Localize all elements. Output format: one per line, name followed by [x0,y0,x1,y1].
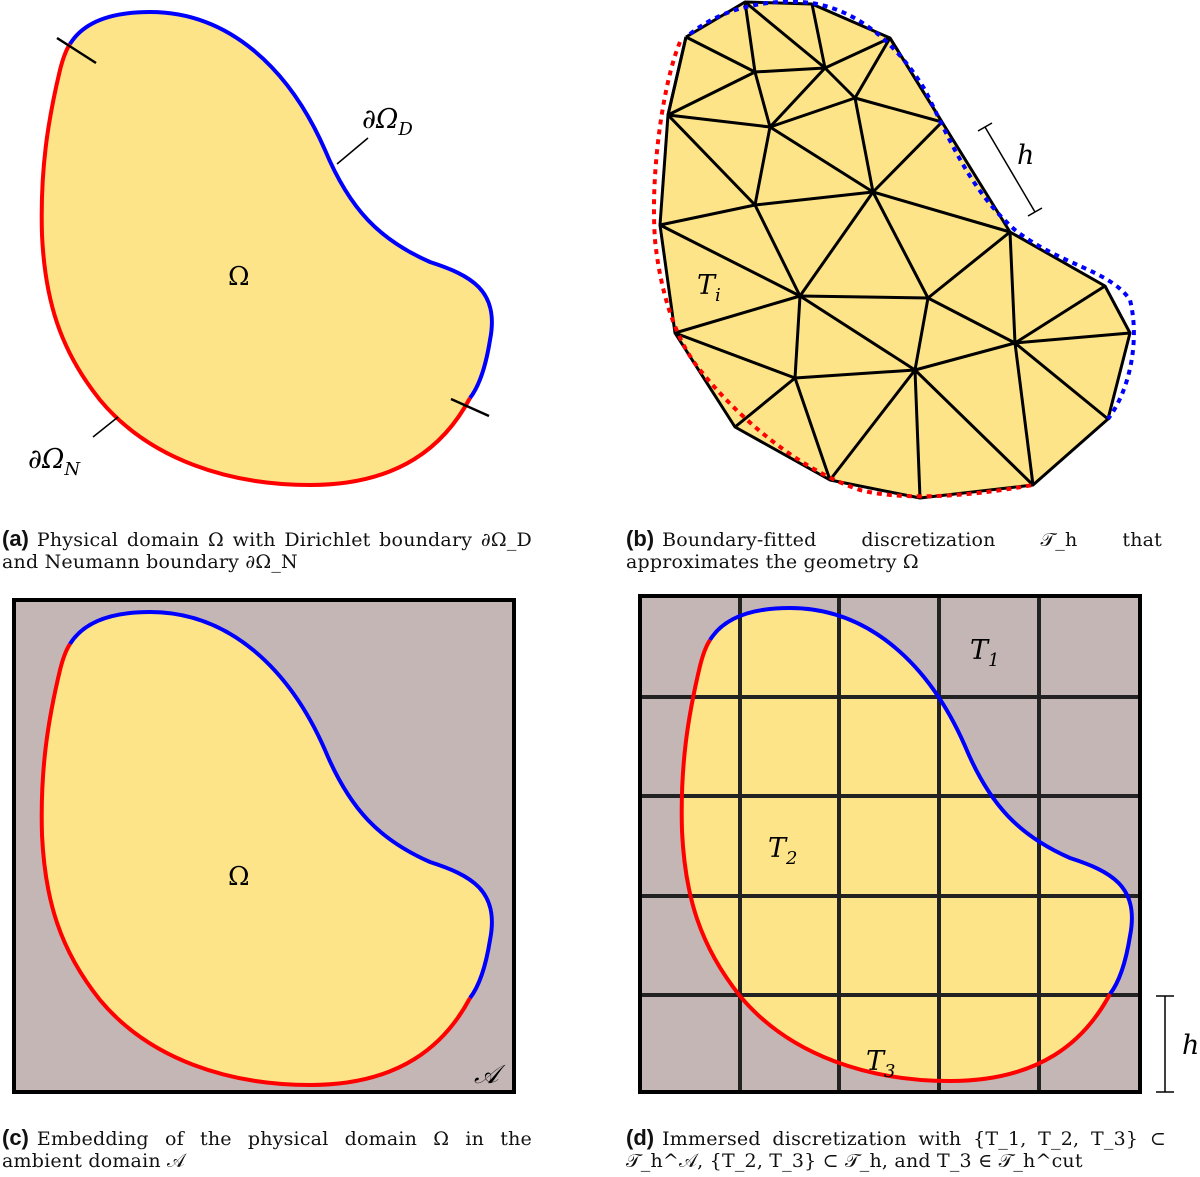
caption-c-text: Embedding of the physical domain Ω in th… [2,1128,532,1172]
cell-label-t1-main: T [970,635,990,666]
grid-size-indicator [1156,995,1174,1093]
element-label-main: T [697,270,717,301]
caption-d: (d) Immersed discretization with {T_1, T_… [626,1125,1166,1173]
caption-b: (b) Boundary-fitted discretization 𝒯_h th… [626,526,1162,574]
caption-a-text: Physical domain Ω with Dirichlet boundar… [2,529,532,573]
cell-label-t3: T3 [866,1046,895,1082]
domain-label-a: Ω [228,262,250,292]
cartesian-grid [640,596,1140,1092]
element-label: Ti [697,270,721,306]
caption-b-tag: (b) [626,526,655,551]
caption-a-tag: (a) [2,526,29,551]
neumann-label: ∂ΩN [28,444,81,480]
boundary-split-tick-top [56,36,97,65]
boundary-split-tick-bottom [450,397,490,418]
caption-d-tag: (d) [626,1125,655,1150]
panel-d: T1 T2 T3 h [638,594,1199,1094]
domain-label-c: Ω [228,862,250,892]
cell-label-t3-main: T [866,1046,886,1077]
panel-c: Ω 𝒜 [12,598,516,1094]
panel-b: h Ti [651,0,1136,500]
cell-label-t3-sub: 3 [884,1061,895,1082]
caption-c-tag: (c) [2,1125,29,1150]
caption-c: (c) Embedding of the physical domain Ω in… [2,1125,532,1173]
neumann-label-sub: N [63,459,81,480]
grid-border [638,594,1142,1094]
dirichlet-label-main: ∂Ω [362,104,398,135]
mesh-fill [660,2,1130,498]
cell-label-t1-sub: 1 [988,650,999,671]
neumann-leader-line [92,416,119,438]
cell-label-t2-main: T [768,833,788,864]
mesh-size-label-b: h [1017,140,1034,171]
dirichlet-label-sub: D [397,119,413,140]
dirichlet-label: ∂ΩD [362,104,413,140]
caption-b-text: Boundary-fitted discretization 𝒯_h that … [626,529,1162,573]
dirichlet-leader-line [336,137,369,165]
mesh-size-indicator [977,122,1043,217]
neumann-boundary-b [651,41,1034,499]
cell-label-t1: T1 [970,635,999,671]
neumann-label-main: ∂Ω [28,444,64,475]
cell-label-t2: T2 [768,833,797,869]
panel-a: Ω ∂ΩD ∂ΩN [28,10,494,487]
cell-label-t2-sub: 2 [785,848,797,869]
element-label-sub: i [715,285,721,306]
caption-d-text: Immersed discretization with {T_1, T_2, … [626,1128,1166,1172]
physical-domain-a [41,12,492,485]
caption-a: (a) Physical domain Ω with Dirichlet boun… [2,526,532,574]
grid-size-label: h [1182,1030,1199,1061]
